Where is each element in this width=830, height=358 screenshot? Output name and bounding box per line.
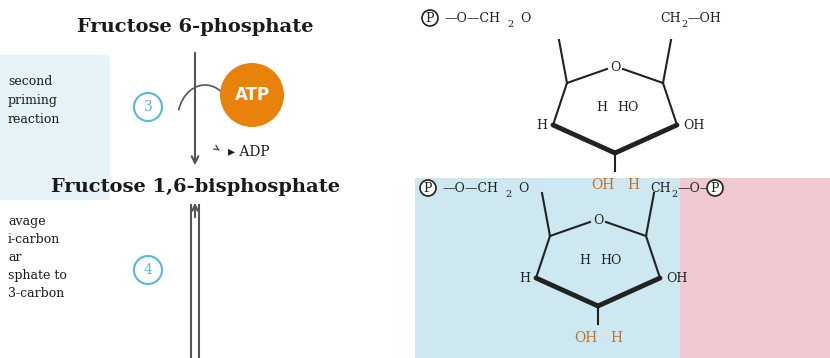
Text: ATP: ATP [234,86,270,104]
Circle shape [220,63,284,127]
Text: priming: priming [8,94,58,107]
Text: second: second [8,75,52,88]
Text: P: P [710,182,720,194]
Text: 2: 2 [507,19,513,29]
Text: OH: OH [574,331,598,345]
Text: Fructose 6-phosphate: Fructose 6-phosphate [76,18,313,36]
Text: 3: 3 [144,100,153,114]
Bar [680,178,830,358]
Text: H: H [596,101,607,113]
Text: OH: OH [683,118,705,131]
Text: —O—: —O— [677,182,712,194]
Text: H: H [519,271,530,285]
Text: O: O [513,11,531,24]
Text: O: O [511,182,530,194]
Text: sphate to: sphate to [8,269,67,282]
Text: CH: CH [650,182,671,194]
Text: 4: 4 [144,263,153,277]
Text: CH: CH [660,11,681,24]
Text: —OH: —OH [687,11,721,24]
Text: H: H [610,331,622,345]
Text: OH: OH [666,271,687,285]
Text: —O—CH: —O—CH [442,182,498,194]
Text: 2: 2 [681,19,687,29]
Text: OH: OH [591,178,615,192]
Text: HO: HO [600,253,622,266]
Text: P: P [426,11,434,24]
Text: 2: 2 [671,189,677,198]
Text: ▸ ADP: ▸ ADP [228,145,270,159]
Text: avage: avage [8,215,46,228]
Bar [415,178,680,358]
Text: 2: 2 [505,189,511,198]
Text: HO: HO [617,101,638,113]
Text: P: P [424,182,432,194]
Text: Fructose 1,6-bisphosphate: Fructose 1,6-bisphosphate [51,178,339,196]
Text: H: H [627,178,639,192]
Text: O: O [593,213,603,227]
Text: H: H [579,253,590,266]
Text: —O—CH: —O—CH [444,11,500,24]
Text: reaction: reaction [8,113,61,126]
Bar [0,55,110,200]
Text: 3-carbon: 3-carbon [8,287,64,300]
Text: i-carbon: i-carbon [8,233,61,246]
Text: O: O [610,61,620,73]
Text: ar: ar [8,251,22,264]
Text: H: H [536,118,547,131]
